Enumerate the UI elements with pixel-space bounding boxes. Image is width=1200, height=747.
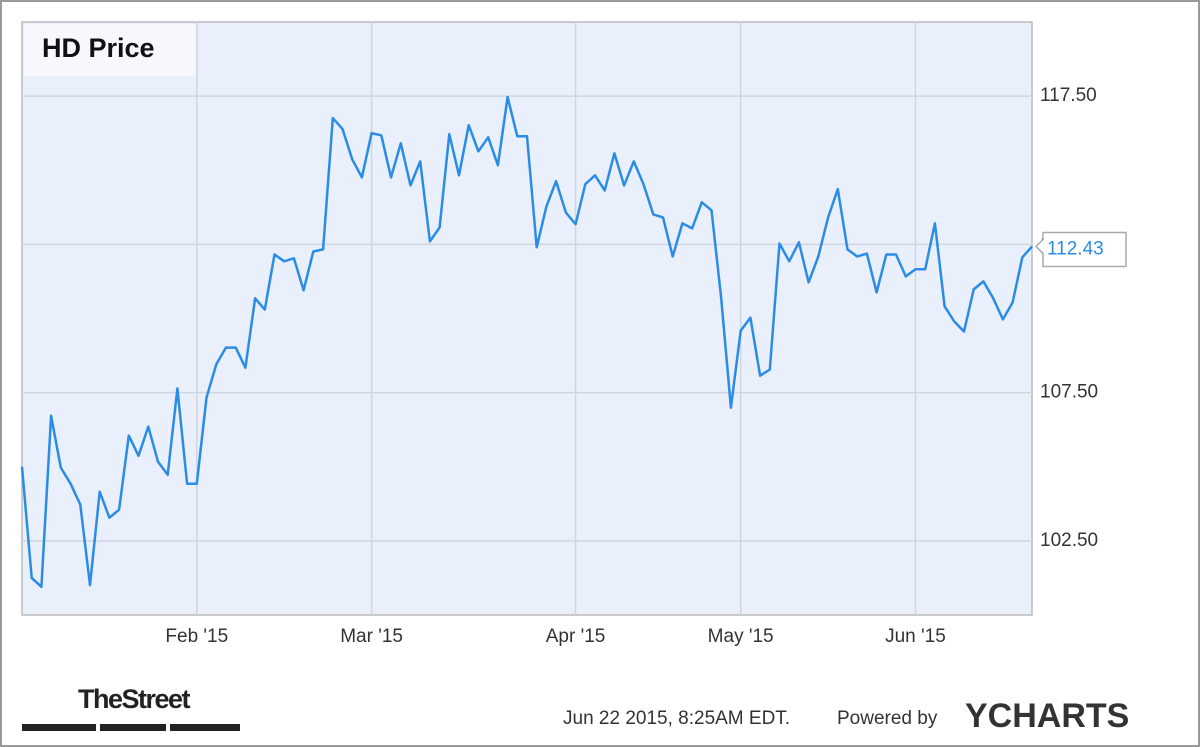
plot-area xyxy=(21,21,1033,616)
x-tick-label: May '15 xyxy=(708,626,774,647)
x-tick-label: Mar '15 xyxy=(340,626,403,647)
brand: YCHARTS xyxy=(965,697,1129,735)
powered-by: Powered by xyxy=(837,708,938,729)
grid xyxy=(22,22,1032,615)
title-box xyxy=(24,24,196,76)
x-tick-label: Feb '15 xyxy=(165,626,228,647)
y-tick-label: 117.50 xyxy=(1040,85,1097,106)
logo-bar xyxy=(170,724,240,731)
logo-bar xyxy=(100,724,166,731)
x-tick-label: Jun '15 xyxy=(885,626,946,647)
value-callout xyxy=(1034,231,1127,268)
last-value-label: 112.43 xyxy=(1047,238,1104,259)
x-tick-label: Apr '15 xyxy=(546,626,606,647)
timestamp: Jun 22 2015, 8:25AM EDT. xyxy=(563,708,790,729)
chart-title: HD Price xyxy=(42,33,155,63)
price-line xyxy=(20,95,1033,589)
marks xyxy=(20,95,1033,589)
y-tick-label: 107.50 xyxy=(1040,382,1098,403)
logo-bar xyxy=(22,724,96,731)
logo: TheStreet xyxy=(78,684,191,714)
y-tick-label: 102.50 xyxy=(1040,530,1098,551)
